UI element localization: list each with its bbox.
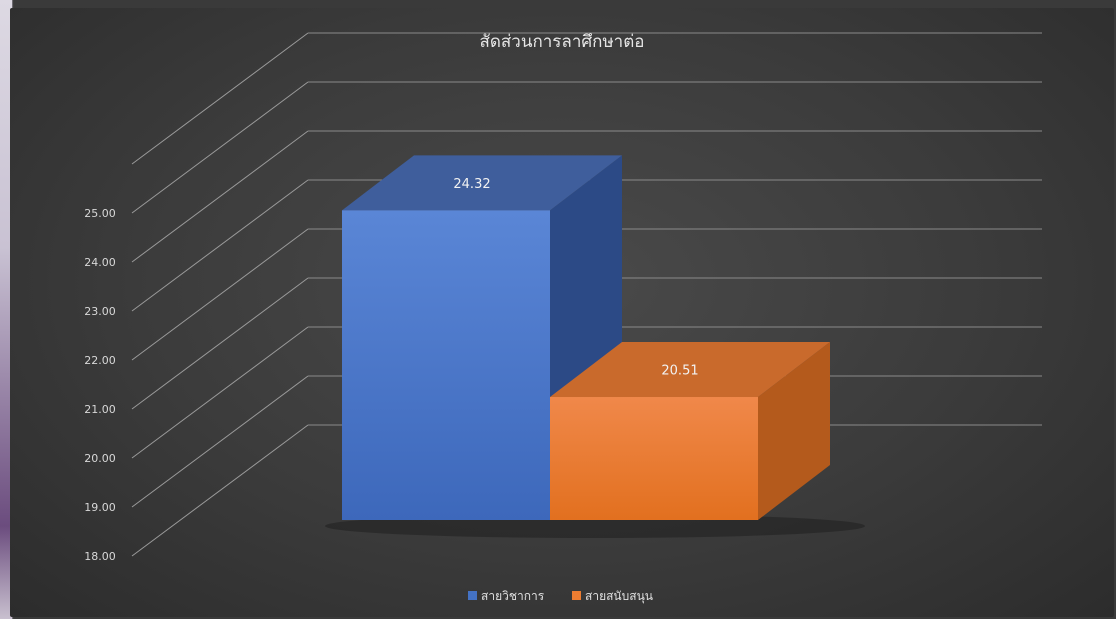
gridline-diagonal	[131, 81, 309, 214]
y-tick-label: 25.00	[84, 207, 116, 220]
gridline-diagonal	[131, 130, 309, 263]
legend-label: สายวิชาการ	[481, 589, 545, 603]
y-tick-label: 20.00	[84, 452, 116, 465]
background-edge	[0, 0, 12, 619]
legend-swatch	[468, 591, 477, 600]
bar-side	[758, 342, 830, 520]
bar-front	[550, 397, 758, 520]
chart-area: 25.00 24.00 23.00 22.00 21.00 20.00 19.00 18.00…	[10, 8, 1114, 617]
y-tick-label: 21.00	[84, 403, 116, 416]
bar-top	[550, 342, 830, 398]
legend: สายวิชาการ สายสนับสนุน	[468, 589, 653, 604]
y-tick-label: 19.00	[84, 501, 116, 514]
gridline-diagonal	[131, 228, 309, 361]
bars: 24.32 20.51	[342, 155, 830, 520]
gridline-diagonal	[131, 424, 309, 557]
gridline-diagonal	[131, 277, 309, 410]
y-axis-ticks: 25.00 24.00 23.00 22.00 21.00 20.00 19.00 18.00	[84, 207, 116, 563]
y-tick-label: 22.00	[84, 354, 116, 367]
bar-support: 20.51	[550, 342, 830, 520]
y-tick-label: 23.00	[84, 305, 116, 318]
data-label: 24.32	[453, 177, 490, 192]
bar-front	[342, 210, 550, 520]
legend-label: สายสนับสนุน	[585, 589, 653, 604]
bar-top	[342, 155, 622, 211]
y-tick-label: 24.00	[84, 256, 116, 269]
chart-title: สัดส่วนการลาศึกษาต่อ	[480, 32, 645, 52]
gridline-diagonal	[131, 375, 309, 508]
legend-swatch	[572, 591, 581, 600]
gridline-diagonal	[131, 326, 309, 459]
data-label: 20.51	[661, 364, 698, 379]
gridline-diagonal	[131, 32, 309, 165]
y-tick-label: 18.00	[84, 550, 116, 563]
gridline-diagonal	[131, 179, 309, 312]
chart-svg: 25.00 24.00 23.00 22.00 21.00 20.00 19.00 18.00…	[84, 32, 1042, 604]
